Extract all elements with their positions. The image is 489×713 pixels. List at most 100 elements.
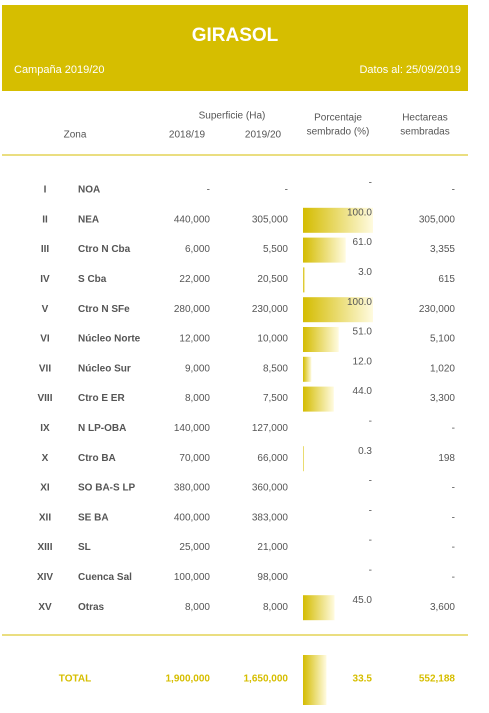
cell: 615 [438,274,455,285]
pct: 100.0 [347,297,372,308]
cell: 22,000 [179,274,210,285]
roman: VII [39,363,51,374]
zona: Ctro E ER [78,393,125,404]
cell: - [452,423,455,434]
cell: 3,600 [430,602,455,613]
pct-bar [303,327,339,352]
roman: X [42,453,49,464]
cell: 127,000 [252,423,289,434]
zona: SE BA [78,512,109,523]
pct-bar [303,446,304,472]
cell: 305,000 [419,214,456,225]
cell: 280,000 [174,304,211,315]
zona: Ctro N SFe [78,304,130,315]
cell: - [452,185,455,196]
cell: 98,000 [257,572,288,583]
zona: Otras [78,602,105,613]
cell: - [207,185,210,196]
roman: XI [40,483,50,494]
pct: 100.0 [347,207,372,218]
pct: - [369,565,372,576]
zona: Cuenca Sal [78,572,132,583]
cell: - [452,483,455,494]
pct-bar [303,267,306,293]
pct: - [369,178,372,189]
pct-bar [303,655,327,705]
roman: XIII [37,542,52,553]
pct-bar [303,237,346,263]
cell: 100,000 [174,572,211,583]
pct: 51.0 [353,327,373,338]
roman: V [42,304,49,315]
cell: 380,000 [174,483,211,494]
pct-bar [303,207,373,233]
pct: 61.0 [353,237,373,248]
header-band [2,5,468,91]
col-header: Hectareas [402,113,448,124]
roman: XII [39,512,51,523]
cell: 230,000 [419,304,456,315]
cell: 6,000 [185,244,210,255]
cell: 5,100 [430,334,455,345]
date: Datos al: 25/09/2019 [359,64,461,76]
cell: 25,000 [179,542,210,553]
cell: 12,000 [179,334,210,345]
total-cell: 1,900,000 [166,674,211,685]
roman: VIII [37,393,52,404]
zona: Núcleo Norte [78,334,141,345]
cell: 70,000 [179,453,210,464]
total-pct: 33.5 [353,674,373,685]
total-cell: 1,650,000 [244,674,289,685]
pct: - [369,476,372,487]
pct: 12.0 [353,356,373,367]
campaign: Campaña 2019/20 [14,64,105,76]
cell: 10,000 [257,334,288,345]
roman: IV [40,274,50,285]
cell: 9,000 [185,363,210,374]
cell: 400,000 [174,512,211,523]
zona: SL [78,542,91,553]
cell: 8,500 [263,363,288,374]
pct-bar [303,595,335,621]
pct: 0.3 [358,446,372,457]
col-header: sembrado (%) [307,127,370,138]
pct: - [369,416,372,427]
roman: XV [38,602,52,613]
pct: 44.0 [353,386,373,397]
cell: 440,000 [174,214,211,225]
cell: 20,500 [257,274,288,285]
cell: 8,000 [185,393,210,404]
cell: 3,355 [430,244,455,255]
cell: 21,000 [257,542,288,553]
cell: - [452,572,455,583]
pct-bar [303,297,373,323]
cell: 383,000 [252,512,289,523]
cell: 305,000 [252,214,289,225]
col-header: Superficie (Ha) [199,111,266,122]
zona: S Cba [78,274,107,285]
cell: 8,000 [263,602,288,613]
cell: 360,000 [252,483,289,494]
zona: Ctro BA [78,453,116,464]
roman: II [42,214,48,225]
cell: 5,500 [263,244,288,255]
total-cell: 552,188 [419,674,456,685]
pct: - [369,505,372,516]
col-header: Porcentaje [314,113,362,124]
cell: 1,020 [430,363,455,374]
zona: NEA [78,214,99,225]
pct: 3.0 [358,267,372,278]
zona: N LP-OBA [78,423,126,434]
zona: Núcleo Sur [78,363,131,374]
cell: 3,300 [430,393,455,404]
pct: 45.0 [353,595,373,606]
pct-bar [303,386,334,412]
roman: XIV [37,572,53,583]
cell: - [452,542,455,553]
total-label: TOTAL [59,674,91,685]
col-header: 2019/20 [245,130,282,141]
pct: - [369,535,372,546]
pct-bar [303,356,312,382]
cell: 198 [438,453,455,464]
